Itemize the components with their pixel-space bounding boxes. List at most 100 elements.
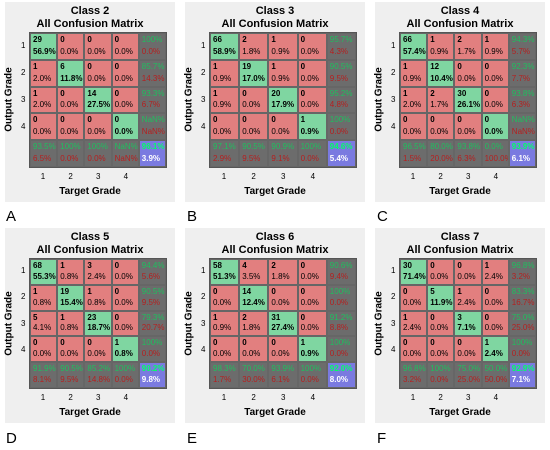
y-tick-label: 3 xyxy=(391,95,396,104)
cell-count: 0 xyxy=(403,286,408,296)
cell-count: 0 xyxy=(213,115,218,125)
confusion-grid: 30 71.4% 0 0.0% 0 0.0% 1 2.4% 96.8% 3.2% 0 0.0% 5 11.… xyxy=(399,258,537,389)
cell-percent: 0.9% xyxy=(300,349,319,359)
cell-count: 0 xyxy=(484,115,490,125)
cell-percent: 56.9% xyxy=(33,46,56,56)
cell-percent: 0.0% xyxy=(213,349,232,359)
cell-count: 0 xyxy=(300,261,306,270)
cell-count: NaN% xyxy=(511,115,535,125)
cell-percent: 0.8% xyxy=(60,271,79,281)
matrix-cell: 66 58.9% xyxy=(210,33,240,60)
cell-count: 0 xyxy=(87,338,92,348)
summary-cell: 94.3% 5.7% xyxy=(508,33,536,60)
cell-percent: 0.0% xyxy=(430,271,449,281)
cell-percent: 3.2% xyxy=(511,271,531,281)
cell-percent: 100.0% xyxy=(484,153,508,163)
cell-percent: 57.4% xyxy=(403,46,426,56)
cell-percent: 3.9% xyxy=(141,153,161,163)
matrix-cell: 1 0.9% xyxy=(268,33,298,60)
cell-count: 0 xyxy=(430,261,435,270)
cell-percent: 71.4% xyxy=(403,271,426,281)
cell-count: 6 xyxy=(60,61,65,71)
summary-cell: 90.5% 9.5% xyxy=(138,284,166,311)
cell-percent: 11.8% xyxy=(60,73,83,83)
matrix-cell: 2 1.8% xyxy=(239,33,269,60)
summary-cell: 100% 0.0% xyxy=(326,284,356,311)
cell-percent: 0.0% xyxy=(33,349,52,359)
cell-count: 92.9% xyxy=(511,364,535,374)
cell-percent: 5.6% xyxy=(141,271,161,281)
cell-percent: 14.8% xyxy=(87,374,111,384)
cell-percent: 30.0% xyxy=(242,374,265,384)
confusion-matrix-panel: Class 3 All Confusion Matrix Output Grade 6… xyxy=(183,2,365,202)
panel-title: Class 7 xyxy=(440,231,480,243)
cell-count: 1 xyxy=(60,261,65,270)
cell-count: 94.3% xyxy=(511,35,535,44)
cell-count: 19 xyxy=(60,286,70,296)
y-tick-label: 1 xyxy=(21,266,26,276)
cell-count: 97.1% xyxy=(213,142,236,152)
matrix-cell: 0 0.0% xyxy=(427,259,455,285)
cell-count: NaN% xyxy=(114,142,138,152)
matrix-cell: 1 2.0% xyxy=(30,86,58,114)
matrix-cell: 0 0.0% xyxy=(297,86,327,114)
y-tick-label: 3 xyxy=(391,318,396,328)
cell-percent: 5.7% xyxy=(511,46,531,56)
y-axis-label: Output Grade xyxy=(183,67,195,132)
cell-count: 100% xyxy=(60,142,81,152)
summary-cell: 100% 0.0% xyxy=(326,336,356,363)
summary-cell: 100% 0.0% xyxy=(427,362,455,388)
cell-count: 0 xyxy=(430,338,435,348)
matrix-cell: 14 27.5% xyxy=(84,86,112,114)
cell-count: 0 xyxy=(114,35,120,44)
matrix-cell: 0 0.0% xyxy=(454,336,482,363)
cell-percent: 0.0% xyxy=(329,297,349,307)
cell-count: 96.8% xyxy=(511,261,535,270)
panel-subtitle: All Confusion Matrix xyxy=(406,18,514,30)
matrix-cell: 0 0.0% xyxy=(268,336,298,363)
cell-count: 31 xyxy=(271,312,281,322)
cell-percent: 0.0% xyxy=(114,323,133,333)
cell-percent: 16.7% xyxy=(511,297,535,307)
cell-percent: 0.0% xyxy=(457,127,476,137)
confusion-matrix-panel: Class 5 All Confusion Matrix Output Grade 6… xyxy=(4,228,175,423)
cell-percent: 1.8% xyxy=(271,271,290,281)
x-axis-label: Target Grade xyxy=(244,407,306,418)
matrix-cell: 23 18.7% xyxy=(84,310,112,337)
cell-count: 1 xyxy=(271,35,276,44)
cell-count: 94.6% xyxy=(329,142,353,152)
summary-cell: 100% 0.0% xyxy=(297,140,327,167)
cell-percent: 2.9% xyxy=(213,153,232,163)
overall-accuracy-cell: 93.9% 6.1% xyxy=(508,140,536,167)
panel-subtitle: All Confusion Matrix xyxy=(221,18,329,30)
cell-count: 66 xyxy=(213,35,222,44)
matrix-cell: 1 2.4% xyxy=(400,310,428,337)
cell-percent: 2.4% xyxy=(484,271,503,281)
cell-percent: 55.3% xyxy=(33,271,56,281)
cell-count: NaN% xyxy=(141,115,165,125)
cell-percent: 50.0% xyxy=(484,374,508,384)
summary-cell: 80.0% 20.0% xyxy=(427,140,455,167)
cell-count: 90.9% xyxy=(271,142,295,152)
cell-percent: 1.7% xyxy=(457,46,476,56)
cell-count: 58 xyxy=(213,261,222,270)
cell-count: 0 xyxy=(60,88,65,98)
x-tick-label: 3 xyxy=(281,393,286,402)
matrix-cell: 0 0.0% xyxy=(481,284,509,311)
cell-percent: 0.8% xyxy=(60,323,79,333)
cell-count: 1 xyxy=(430,35,435,44)
matrix-cell: 1 0.9% xyxy=(297,113,327,141)
panel-title: Class 2 xyxy=(70,5,110,17)
cell-count: 0 xyxy=(271,286,276,296)
matrix-cell: 0 0.0% xyxy=(268,113,298,141)
matrix-cell: 3 2.4% xyxy=(84,259,112,285)
cell-percent: 3.2% xyxy=(403,374,422,384)
cell-count: 93.8% xyxy=(457,142,481,152)
matrix-cell: 1 0.9% xyxy=(210,86,240,114)
overall-accuracy-cell: 90.2% 9.8% xyxy=(138,362,166,388)
summary-cell: 75.0% 25.0% xyxy=(454,362,482,388)
y-tick-label: 4 xyxy=(21,122,26,132)
matrix-cell: 5 4.1% xyxy=(30,310,58,337)
matrix-cell: 0 0.0% xyxy=(111,33,139,60)
cell-count: 0 xyxy=(87,115,92,125)
